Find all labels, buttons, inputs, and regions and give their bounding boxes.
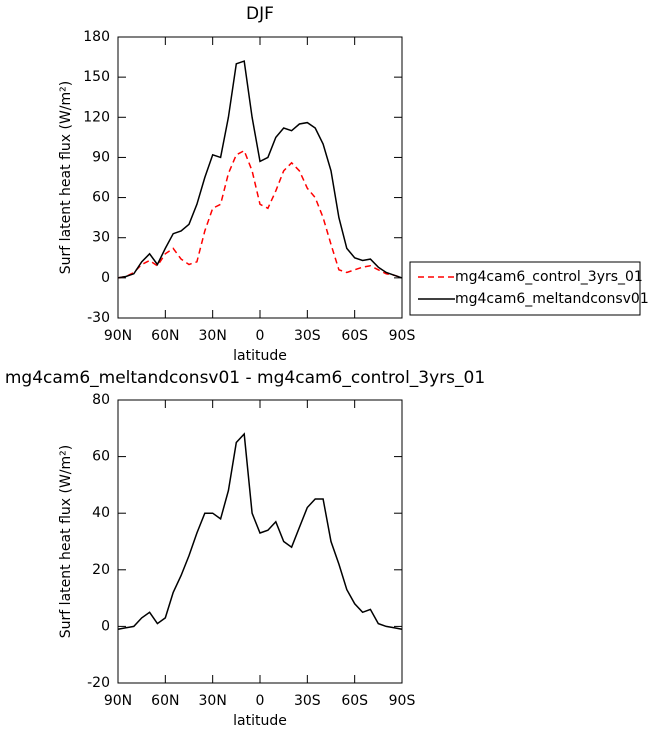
y-tick-label: 180 [83,29,110,45]
plot-frame [117,36,403,319]
x-tick-label: 30N [199,328,227,344]
x-tick-label: 0 [256,328,265,344]
x-tick-label: 60S [341,693,368,709]
y-axis-label: Surf latent heat flux (W/m²) [58,445,74,638]
x-tick-label: 60N [151,693,179,709]
y-tick-label: 80 [92,392,110,408]
y-tick-label: 40 [92,505,110,521]
x-tick-label: 30N [199,693,227,709]
y-tick-label: 30 [92,230,110,246]
y-axis-label: Surf latent heat flux (W/m²) [58,81,74,274]
y-tick-label: 20 [92,562,110,578]
y-tick-label: -30 [87,310,110,326]
x-tick-label: 30S [294,328,321,344]
x-tick-label: 60N [151,328,179,344]
series-line [117,60,403,279]
y-tick-label: 60 [92,449,110,465]
x-tick-label: 0 [256,693,265,709]
legend-label: mg4cam6_meltandconsv01 [455,291,649,307]
legend-label: mg4cam6_control_3yrs_01 [455,269,643,285]
y-tick-label: 0 [101,618,110,634]
chart-title: DJF [246,4,274,24]
x-tick-label: 60S [341,328,368,344]
x-tick-label: 90N [104,328,132,344]
y-tick-label: 0 [101,270,110,286]
y-tick-label: 120 [83,109,110,125]
y-tick-label: 60 [92,190,110,206]
chart-title: mg4cam6_meltandconsv01 - mg4cam6_control… [5,368,485,388]
series-line [117,149,403,279]
x-tick-label: 90N [104,693,132,709]
y-tick-label: -20 [87,675,110,691]
series-line [117,432,403,630]
y-tick-label: 90 [92,149,110,165]
x-tick-label: 30S [294,693,321,709]
plot-frame [117,399,403,684]
x-axis-label: latitude [233,348,287,364]
x-axis-label: latitude [233,713,287,729]
x-tick-label: 90S [389,328,416,344]
legend-box [409,261,641,316]
y-tick-label: 150 [83,69,110,85]
x-tick-label: 90S [389,693,416,709]
